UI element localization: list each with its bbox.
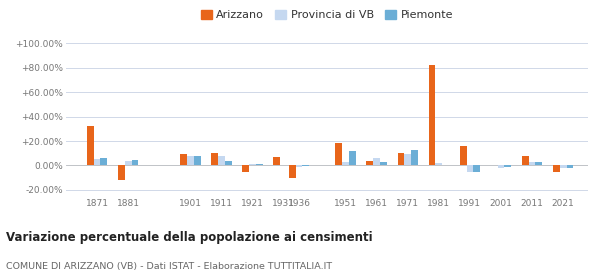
Bar [289,165,296,178]
Bar [505,165,511,167]
Bar [342,162,349,165]
Bar [225,161,232,165]
Bar [187,156,194,165]
Bar [273,157,280,165]
Bar [522,156,529,165]
Bar [367,161,373,165]
Bar [335,143,342,165]
Bar [256,164,263,165]
Bar [460,146,467,165]
Bar [560,165,566,168]
Bar [411,150,418,165]
Bar [125,161,131,165]
Bar [398,153,404,165]
Bar [218,156,225,165]
Bar [404,155,411,165]
Bar [349,151,356,165]
Bar [535,162,542,165]
Bar [473,165,480,172]
Bar [380,162,387,165]
Bar [467,165,473,172]
Bar [180,154,187,165]
Bar [553,165,560,172]
Bar [100,158,107,165]
Bar [242,165,249,172]
Bar [529,162,535,165]
Legend: Arizzano, Provincia di VB, Piemonte: Arizzano, Provincia di VB, Piemonte [196,6,458,25]
Bar [249,164,256,165]
Bar [118,165,125,180]
Text: COMUNE DI ARIZZANO (VB) - Dati ISTAT - Elaborazione TUTTITALIA.IT: COMUNE DI ARIZZANO (VB) - Dati ISTAT - E… [6,262,332,271]
Bar [428,65,436,165]
Bar [296,165,302,167]
Bar [497,165,505,168]
Bar [194,156,200,165]
Bar [211,153,218,165]
Bar [436,163,442,165]
Bar [131,160,139,165]
Bar [566,165,574,168]
Bar [373,158,380,165]
Bar [94,159,100,165]
Bar [302,165,309,166]
Text: Variazione percentuale della popolazione ai censimenti: Variazione percentuale della popolazione… [6,231,373,244]
Bar [87,126,94,165]
